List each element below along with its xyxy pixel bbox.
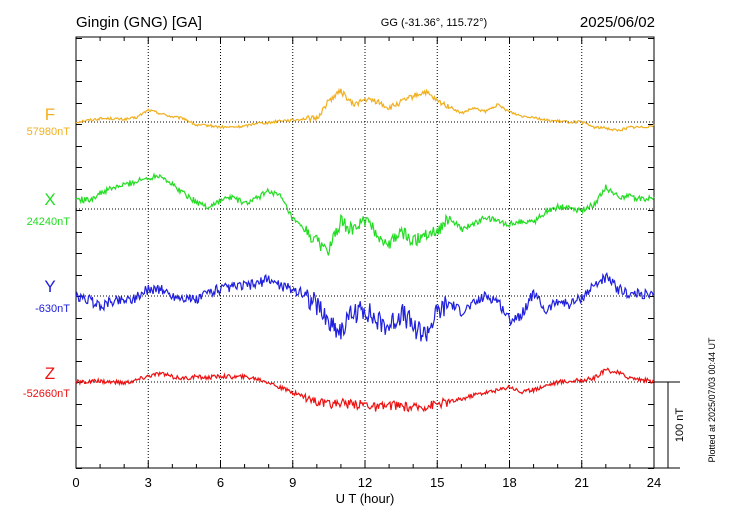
scale-bar: 100 nT <box>654 381 686 469</box>
x-tick-label-21: 21 <box>575 475 589 490</box>
plot-date: 2025/06/02 <box>580 14 655 31</box>
x-tick-label-24: 24 <box>647 475 661 490</box>
x-tick-label-9: 9 <box>289 475 296 490</box>
x-tick-label-12: 12 <box>358 475 372 490</box>
series-line-F <box>75 87 655 133</box>
x-tick-labels: 0 3 6 9 12 15 18 21 24 <box>72 475 661 490</box>
x-tick-label-6: 6 <box>217 475 224 490</box>
x-tick-label-3: 3 <box>145 475 152 490</box>
x-tick-label-18: 18 <box>502 475 516 490</box>
x-tick-label-15: 15 <box>430 475 444 490</box>
x-tick-label-0: 0 <box>72 475 79 490</box>
series-line-Z <box>75 367 655 413</box>
series-line-X <box>75 172 655 256</box>
series-name-Z: Z <box>45 364 55 383</box>
series-baseline-Y: -630nT <box>35 303 70 315</box>
series-line-Y <box>75 271 655 342</box>
series-labels: F 57980nT X 24240nT Y -630nT Z -52660nT <box>23 105 70 400</box>
x-axis-label: U T (hour) <box>336 491 395 506</box>
series-baseline-Z: -52660nT <box>23 388 70 400</box>
series-name-Y: Y <box>44 277 55 296</box>
plotted-at-note: Plotted at 2025/07/03 00:44 UT <box>707 337 717 463</box>
scale-bar-label: 100 nT <box>674 408 686 443</box>
series-name-X: X <box>44 190 55 209</box>
series-group <box>75 87 655 413</box>
station-title: Gingin (GNG) [GA] <box>76 14 202 31</box>
series-name-F: F <box>45 105 55 124</box>
station-coordinates: GG (-31.36°, 115.72°) <box>381 17 487 29</box>
series-baseline-F: 57980nT <box>27 126 71 138</box>
series-baseline-X: 24240nT <box>27 216 71 228</box>
